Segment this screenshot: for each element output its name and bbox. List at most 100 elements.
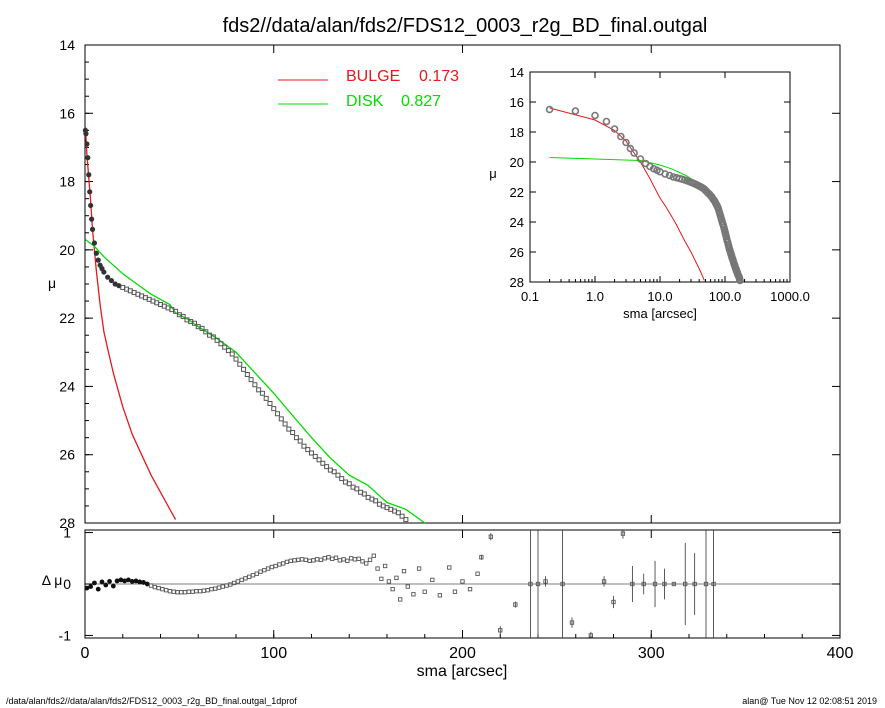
inset-y-tick-label: 16 [510,95,524,110]
data-point [85,155,91,161]
data-point [173,308,179,314]
data-point [83,131,89,137]
data-point [395,510,401,516]
residual-point [122,578,128,584]
data-point [331,469,337,475]
residual-point [129,579,135,584]
data-point [354,486,360,492]
main-y-tick-label: 22 [59,310,75,326]
residual-y-tick-label: -1 [59,627,72,643]
legend-disk-name: DISK [346,93,384,110]
data-point [214,337,220,343]
residual-point [652,581,658,587]
residual-point [99,579,105,585]
residual-point [588,633,594,638]
data-point [267,401,273,406]
data-point [199,325,205,331]
residual-point [479,555,484,560]
residual-point [194,589,199,594]
inset-y-tick-label: 18 [510,125,524,140]
residual-point [296,557,301,562]
residual-plot-marks: 1 0 -1 0 100 200 300 400 [59,525,854,662]
data-point [241,366,247,372]
residual-point [711,581,716,587]
residual-point [671,581,677,587]
residual-point [364,561,369,566]
residual-point [348,556,354,561]
data-point [248,377,254,383]
inset-data-point [617,132,625,141]
residual-point [398,597,403,602]
residual-point [620,531,626,536]
inset-x-label: sma [arcsec] [623,306,697,321]
residual-point [447,565,452,570]
residual-point [422,589,427,594]
residual-point [488,534,493,539]
inset-y-tick-label: 28 [510,275,524,290]
residual-point [371,553,376,558]
data-point [297,438,303,444]
inset-y-tick-label: 22 [510,185,524,200]
inset-x-tick-label: 0.1 [521,289,539,304]
main-y-tick-label: 18 [59,174,75,190]
data-point [256,387,262,393]
residual-point [303,557,308,562]
footer-file-path: /data/alan/fds2//data/alan/fds2/FDS12_00… [6,696,297,706]
residual-point [281,561,286,566]
data-point [263,395,269,401]
main-y-label: μ [48,275,56,291]
residual-point [167,589,173,594]
residual-x-label: sma [arcsec] [417,663,508,680]
bulge-profile-line [84,126,177,520]
residual-point [126,577,131,583]
residual-point [197,589,203,594]
residual-point [430,577,435,583]
inset-data-point [630,149,638,157]
residual-point [437,593,442,598]
residual-point [416,566,422,571]
residual-point [288,558,293,564]
data-point [282,421,288,427]
residual-point [273,563,278,569]
main-y-tick-label: 20 [59,242,75,258]
residual-point [190,589,195,594]
residual-point [284,559,290,565]
residual-point [528,581,533,587]
residual-y-tick-label: 0 [63,576,71,592]
residual-point [228,582,233,587]
legend-bulge-value: 0.173 [419,68,459,85]
residual-y-tick-label: 1 [63,525,71,541]
data-point [403,517,409,523]
data-point [252,382,258,388]
data-point [225,348,231,354]
footer-timestamp: alan@ Tue Nov 12 02:08:51 2019 [742,696,877,706]
data-point [84,141,90,147]
data-point [229,351,235,357]
data-point [95,257,101,263]
data-point [222,344,228,350]
residual-point [213,586,218,591]
inset-data-point [591,111,599,120]
main-plot-marks: 14 16 18 20 22 24 26 28 [59,37,841,531]
residual-point [307,558,312,564]
data-point [210,334,216,340]
residual-point [337,558,342,563]
data-point [101,269,107,275]
residual-point [164,588,169,593]
residual-x-tick-label: 200 [449,645,476,662]
data-point [233,356,239,362]
data-point [399,513,405,519]
residual-point [394,575,399,580]
residual-point [179,590,184,595]
data-point [244,371,250,377]
residual-point [209,586,214,592]
residual-point [84,585,90,591]
residual-point [160,586,165,592]
data-point [361,491,367,497]
residual-point [315,557,320,562]
residual-point [352,557,358,562]
residual-point [243,576,248,581]
data-point [91,240,98,246]
inset-data-point [571,107,580,115]
residual-point [144,581,150,587]
